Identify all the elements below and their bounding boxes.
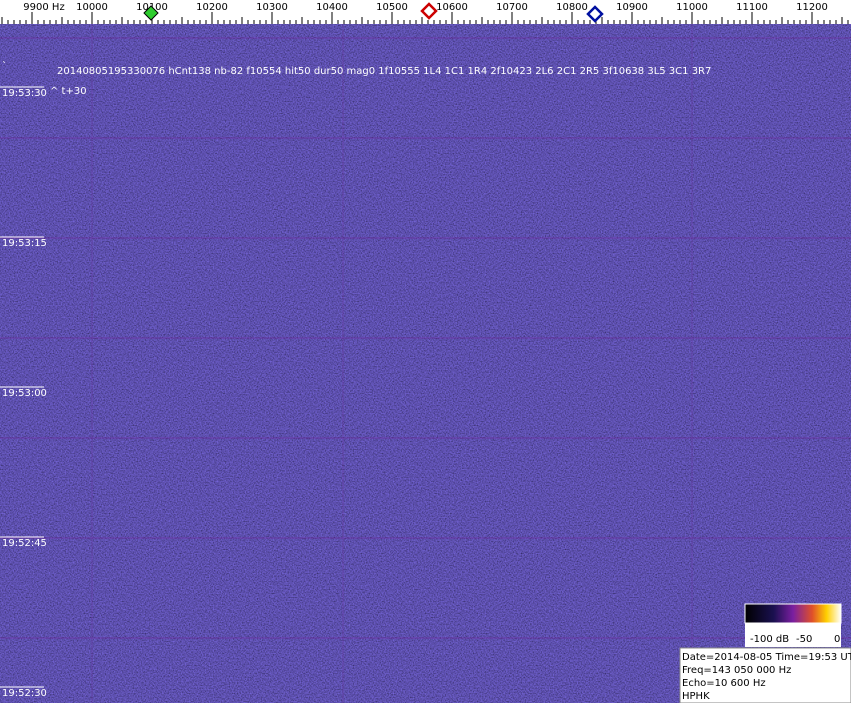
colorbar-label: -50 [796, 634, 812, 645]
colorbar-label-bg [745, 623, 841, 647]
frequency-label: 11000 [676, 2, 708, 13]
marker-note: ^ t+30 [50, 86, 87, 97]
marker-blue [586, 5, 604, 23]
waterfall-noise [0, 24, 851, 703]
frequency-label: 10600 [436, 2, 468, 13]
info-line: Echo=10 600 Hz [682, 678, 766, 689]
frequency-label: 10400 [316, 2, 348, 13]
info-line: Freq=143 050 000 Hz [682, 665, 791, 676]
time-label: 19:52:45 [2, 538, 47, 549]
frequency-label: 10000 [76, 2, 108, 13]
frequency-label: 11100 [736, 2, 768, 13]
frequency-label: 10800 [556, 2, 588, 13]
frequency-label: 10500 [376, 2, 408, 13]
grid [0, 24, 851, 703]
marker-green [143, 5, 159, 21]
colorbar-label: 0 [834, 634, 840, 645]
marker-red [420, 2, 438, 20]
time-labels: 19:53:30 19:53:15 19:53:00 19:52:45 19:52:30 [0, 86, 47, 699]
annotation: 20140805195330076 hCnt138 nb-82 f10554 h… [57, 66, 711, 77]
frequency-label: 10300 [256, 2, 288, 13]
frequency-label: 9900 Hz [23, 2, 64, 13]
colorbar [744, 603, 842, 624]
colorbar-label: -100 dB [750, 634, 789, 645]
time-label: 19:53:15 [2, 238, 47, 249]
frequency-label: 10900 [616, 2, 648, 13]
frequency-label: 11200 [796, 2, 828, 13]
time-label: 19:53:30 [2, 88, 47, 99]
time-label: 19:53:00 [2, 388, 47, 399]
info-line: Date=2014-08-05 Time=19:53 UTC [682, 652, 851, 663]
info-line: HPHK [682, 691, 710, 702]
corner-mark: ` [2, 60, 7, 72]
time-label: 19:52:30 [2, 688, 47, 699]
frequency-label: 10700 [496, 2, 528, 13]
frequency-label: 10200 [196, 2, 228, 13]
info-box [679, 647, 851, 704]
